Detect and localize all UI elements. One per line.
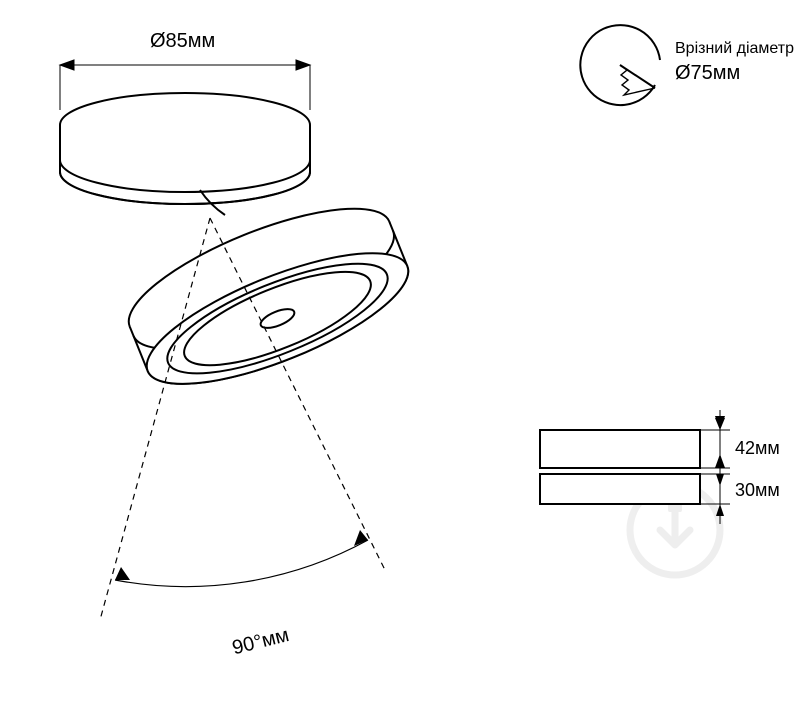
drawing-canvas [0,0,799,725]
cutout-value: Ø75мм [675,62,740,85]
lamp-body [60,93,423,410]
side-profile [540,430,700,504]
cutout-icon [580,25,660,105]
top-dim-label: Ø85мм [150,30,215,53]
side-dim2-label: 30мм [735,480,780,501]
side-dim1-label: 42мм [735,438,780,459]
cutout-title: Врізний діаметр [675,40,794,58]
